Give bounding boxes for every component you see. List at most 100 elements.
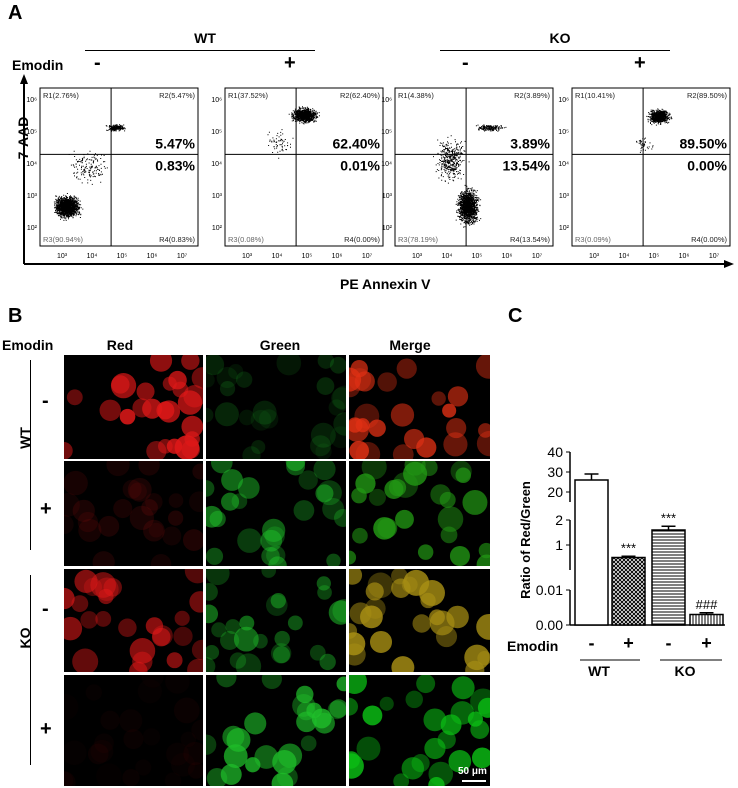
panel-b-letter: B <box>8 305 23 327</box>
flow-dots-3 <box>636 108 673 153</box>
row-sign-1: + <box>40 498 52 520</box>
x-tick-label: 10⁶ <box>502 253 513 260</box>
chart-treatment-sign-0: - <box>589 633 595 653</box>
micrograph-red-row-0 <box>64 355 203 459</box>
significance-3: ### <box>696 597 718 612</box>
significance-2: *** <box>661 510 676 525</box>
x-tick-label: 10³ <box>589 253 600 260</box>
treatment-sign-a-2: - <box>462 52 469 74</box>
ratio-bar-chart: 0.00 0.01 1 2 20 30 40 Ratio of Red/Green - *** + *… <box>518 444 725 661</box>
panel-c-letter: C <box>508 305 523 327</box>
x-tick-label: 10⁷ <box>362 253 373 260</box>
treatment-sign-a-0: - <box>94 52 101 74</box>
chart-treatment-sign-2: - <box>666 633 672 653</box>
y-tick-label: 30 <box>547 464 563 480</box>
panel-a-letter: A <box>8 2 23 24</box>
x-tick-label: 10⁵ <box>117 253 128 260</box>
y-tick-label: 10² <box>559 225 570 232</box>
row-sign-2: - <box>42 598 49 620</box>
quadrant-percent-lower: 0.01% <box>340 157 380 173</box>
x-tick-label: 10⁵ <box>472 253 483 260</box>
region-label-r4: R4(13.54%) <box>510 235 551 244</box>
x-tick-label: 10⁴ <box>87 253 98 260</box>
emodin-label-c: Emodin <box>507 638 559 654</box>
treatment-sign-a-1: + <box>284 52 296 74</box>
y-tick-label: 10³ <box>27 193 38 200</box>
region-label-r3: R3(90.94%) <box>43 235 84 244</box>
x-tick-label: 10⁶ <box>332 253 343 260</box>
y-tick-label: 10³ <box>212 193 223 200</box>
column-label-red: Red <box>106 337 134 353</box>
micrograph-green-row-1 <box>206 461 346 566</box>
x-tick-label: 10³ <box>242 253 253 260</box>
y-tick-label: 10³ <box>382 193 393 200</box>
y-tick-label: 10⁵ <box>558 129 569 136</box>
x-tick-label: 10⁴ <box>619 253 630 260</box>
chart-treatment-sign-3: + <box>701 633 712 653</box>
micrograph-green-row-2 <box>206 569 346 672</box>
region-label-r3: R3(0.09%) <box>575 235 611 244</box>
treatment-sign-a-3: + <box>634 52 646 74</box>
y-tick-label: 10² <box>382 225 393 232</box>
region-label-r2: R2(3.89%) <box>514 91 550 100</box>
row-sign-0: - <box>42 390 49 412</box>
x-tick-label: 10⁷ <box>177 253 188 260</box>
x-tick-label: 10⁵ <box>649 253 660 260</box>
quadrant-percent-upper: 3.89% <box>510 135 550 151</box>
chart-treatment-sign-1: + <box>623 633 634 653</box>
y-tick-label: 10⁵ <box>211 129 222 136</box>
x-tick-label: 10⁷ <box>532 253 543 260</box>
region-label-r3: R3(0.08%) <box>228 235 264 244</box>
micrograph-merge-row-1 <box>349 461 490 566</box>
significance-1: *** <box>621 540 636 555</box>
x-tick-label: 10⁶ <box>147 253 158 260</box>
region-label-r3: R3(78.19%) <box>398 235 439 244</box>
region-label-r1: R1(10.41%) <box>575 91 616 100</box>
y-tick-label: 0.00 <box>536 617 563 633</box>
column-label-green: Green <box>259 337 301 353</box>
y-tick-label: 10⁴ <box>26 161 37 168</box>
micrograph-merge-row-2 <box>349 569 490 672</box>
region-label-r4: R4(0.83%) <box>159 235 195 244</box>
y-tick-label: 10⁶ <box>381 97 392 104</box>
panel-a-frame <box>20 74 734 268</box>
y-tick-label: 10⁵ <box>26 129 37 136</box>
micrograph-red-row-2 <box>64 569 203 672</box>
y-tick-label: 40 <box>547 444 563 460</box>
region-label-r4: R4(0.00%) <box>344 235 380 244</box>
x-tick-label: 10⁴ <box>442 253 453 260</box>
x-tick-label: 10³ <box>412 253 423 260</box>
region-label-r2: R2(89.50%) <box>687 91 728 100</box>
region-label-r2: R2(62.40%) <box>340 91 381 100</box>
y-tick-label: 10⁴ <box>558 161 569 168</box>
flow-plot-3: R1(10.41%) R2(89.50%) R3(0.09%) R4(0.00%) 89… <box>558 87 731 260</box>
y-tick-label: 2 <box>555 512 563 528</box>
y-tick-label: 10⁵ <box>381 129 392 136</box>
region-label-r4: R4(0.00%) <box>691 235 727 244</box>
region-label-r2: R2(5.47%) <box>159 91 195 100</box>
micrograph-red-row-1 <box>64 461 203 566</box>
x-tick-label: 10⁴ <box>272 253 283 260</box>
group-label-ko: KO <box>549 30 571 46</box>
micrograph-green-row-3 <box>206 675 346 786</box>
row-group-line-ko <box>30 575 31 765</box>
y-tick-label: 10³ <box>559 193 570 200</box>
group-line-wt <box>85 50 315 51</box>
bar-1 <box>611 556 646 626</box>
x-tick-label: 10⁶ <box>679 253 690 260</box>
bar-2 <box>651 529 686 626</box>
scale-bar-label: 50 μm <box>458 766 487 777</box>
micrograph-green-row-0 <box>206 355 346 459</box>
quadrant-percent-lower: 13.54% <box>503 157 551 173</box>
emodin-label-a: Emodin <box>12 57 64 73</box>
flow-dots-2 <box>433 124 507 228</box>
y-tick-label: 0.01 <box>536 582 563 598</box>
y-axis-label: Ratio of Red/Green <box>518 481 533 599</box>
scale-bar <box>462 780 486 782</box>
x-tick-label: 10⁵ <box>302 253 313 260</box>
flow-plot-1: R1(37.52%) R2(62.40%) R3(0.08%) R4(0.00%) 62… <box>211 87 384 260</box>
bar-0 <box>574 479 609 626</box>
emodin-label-b: Emodin <box>2 337 54 353</box>
quadrant-percent-lower: 0.83% <box>155 157 195 173</box>
x-tick-label: 10⁷ <box>709 253 720 260</box>
